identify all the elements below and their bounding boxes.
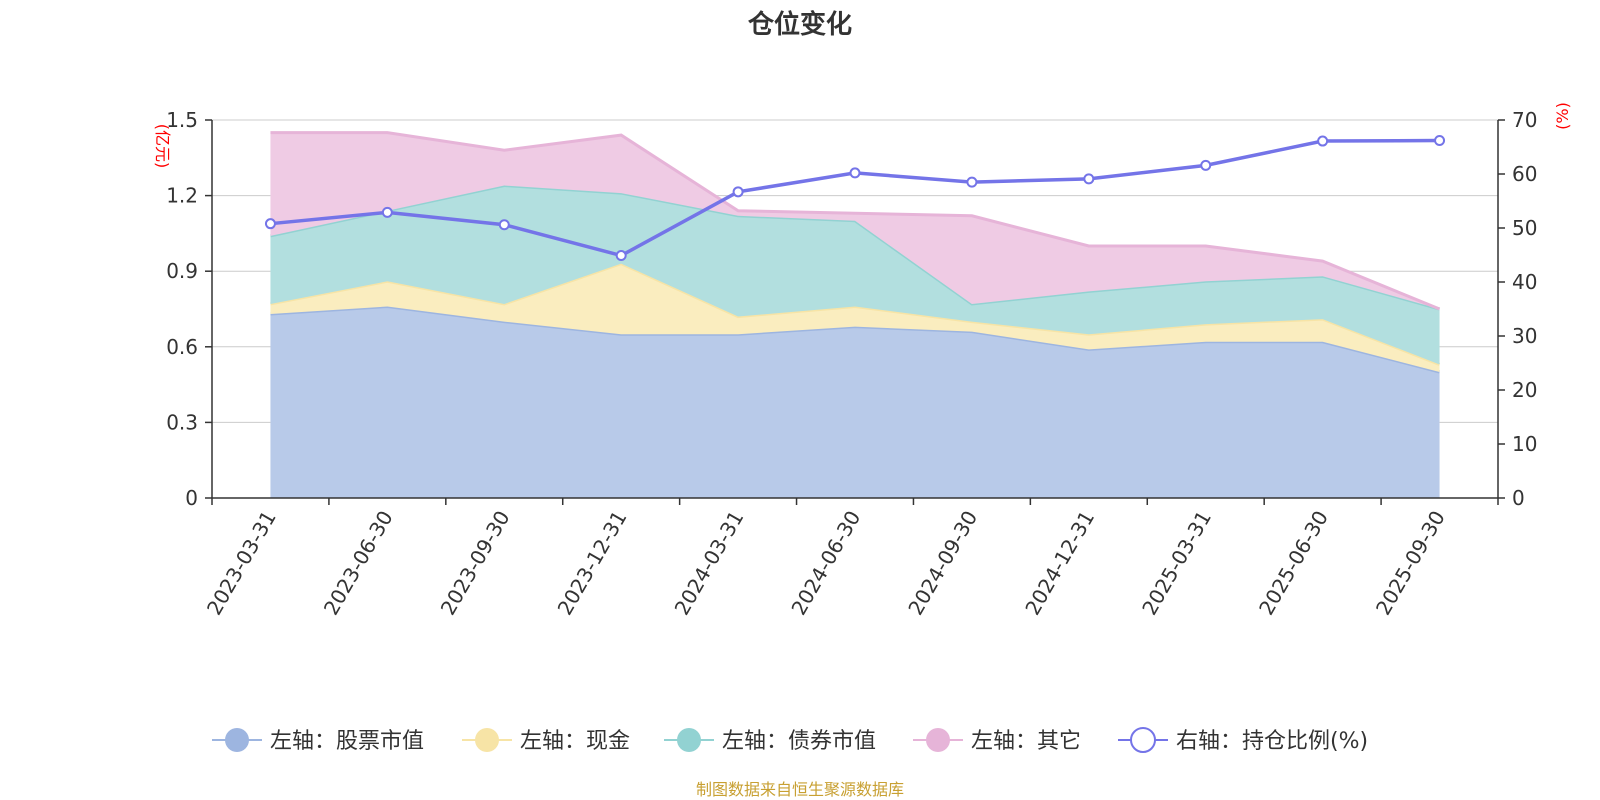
x-tick-label: 2023-09-30 (436, 506, 515, 619)
right-tick-label: 40 (1512, 270, 1537, 294)
x-tick-label: 2023-03-31 (202, 507, 281, 620)
ratio-point[interactable] (849, 167, 861, 179)
ratio-point[interactable] (1200, 159, 1212, 171)
stacked-areas (270, 131, 1441, 498)
ratio-line (264, 135, 1446, 262)
legend-marker (1130, 727, 1156, 753)
ratio-point[interactable] (966, 176, 978, 188)
right-tick-label: 60 (1512, 162, 1537, 186)
legend-item-4[interactable]: 左轴：其它 (913, 728, 1081, 754)
legend-marker (677, 728, 701, 752)
x-tick-label: 2024-09-30 (903, 507, 982, 620)
legend-item-5[interactable]: 右轴：持仓比例(%) (1118, 727, 1368, 754)
area-series-2 (270, 263, 1440, 372)
right-axis-unit: (%) (1553, 102, 1572, 130)
ratio-point[interactable] (615, 250, 627, 262)
left-axis-unit: (亿元) (153, 124, 172, 169)
x-tick-label: 2024-06-30 (786, 507, 865, 620)
ratio-point[interactable] (498, 219, 510, 231)
legend-label: 左轴：现金 (520, 729, 630, 754)
legend-marker (225, 728, 249, 752)
ratio-point[interactable] (1434, 135, 1446, 147)
right-tick-label: 70 (1512, 108, 1537, 132)
area-series-4 (270, 132, 1440, 309)
ratio-point[interactable] (264, 218, 276, 230)
right-tick-label: 50 (1512, 216, 1537, 240)
x-tick-label: 2025-06-30 (1254, 507, 1333, 620)
left-tick-label: 0.6 (166, 335, 198, 359)
x-tick-label: 2025-09-30 (1371, 507, 1450, 620)
source-note: 制图数据来自恒生聚源数据库 (695, 780, 904, 799)
x-tick-label: 2023-12-31 (553, 507, 632, 620)
legend-item-3[interactable]: 左轴：债券市值 (664, 728, 876, 754)
x-tick-label: 2024-03-31 (670, 507, 749, 620)
left-tick-label: 0.3 (166, 410, 198, 434)
area-edge-4 (270, 131, 1441, 311)
left-tick-label: 0 (185, 486, 198, 510)
right-tick-label: 30 (1512, 324, 1537, 348)
legend-item-1[interactable]: 左轴：股票市值 (212, 728, 424, 754)
legend-item-2[interactable]: 左轴：现金 (462, 728, 630, 754)
ratio-point[interactable] (1083, 173, 1095, 185)
left-tick-label: 1.2 (166, 184, 198, 208)
x-tick-label: 2025-03-31 (1137, 507, 1216, 620)
ratio-point[interactable] (732, 186, 744, 198)
legend[interactable]: 左轴：股票市值 左轴：现金 左轴：债券市值 左轴：其它 右轴：持仓比例(%) (212, 727, 1368, 754)
legend-marker (475, 728, 499, 752)
right-tick-label: 20 (1512, 378, 1537, 402)
x-tick-label: 2024-12-31 (1020, 507, 1099, 620)
chart-title: 仓位变化 (747, 10, 852, 40)
area-series-1 (270, 306, 1440, 498)
ratio-point[interactable] (381, 206, 393, 218)
legend-label: 左轴：债券市值 (722, 729, 876, 754)
left-tick-label: 1.5 (166, 108, 198, 132)
ratio-point[interactable] (1317, 135, 1329, 147)
area-series-3 (270, 185, 1440, 365)
left-tick-label: 0.9 (166, 259, 198, 283)
right-tick-label: 0 (1512, 486, 1525, 510)
x-tick-label: 2023-06-30 (319, 507, 398, 620)
legend-label: 右轴：持仓比例(%) (1176, 729, 1368, 754)
legend-label: 左轴：股票市值 (270, 729, 424, 754)
legend-marker (926, 728, 950, 752)
right-tick-label: 10 (1512, 432, 1537, 456)
legend-label: 左轴：其它 (971, 729, 1081, 754)
